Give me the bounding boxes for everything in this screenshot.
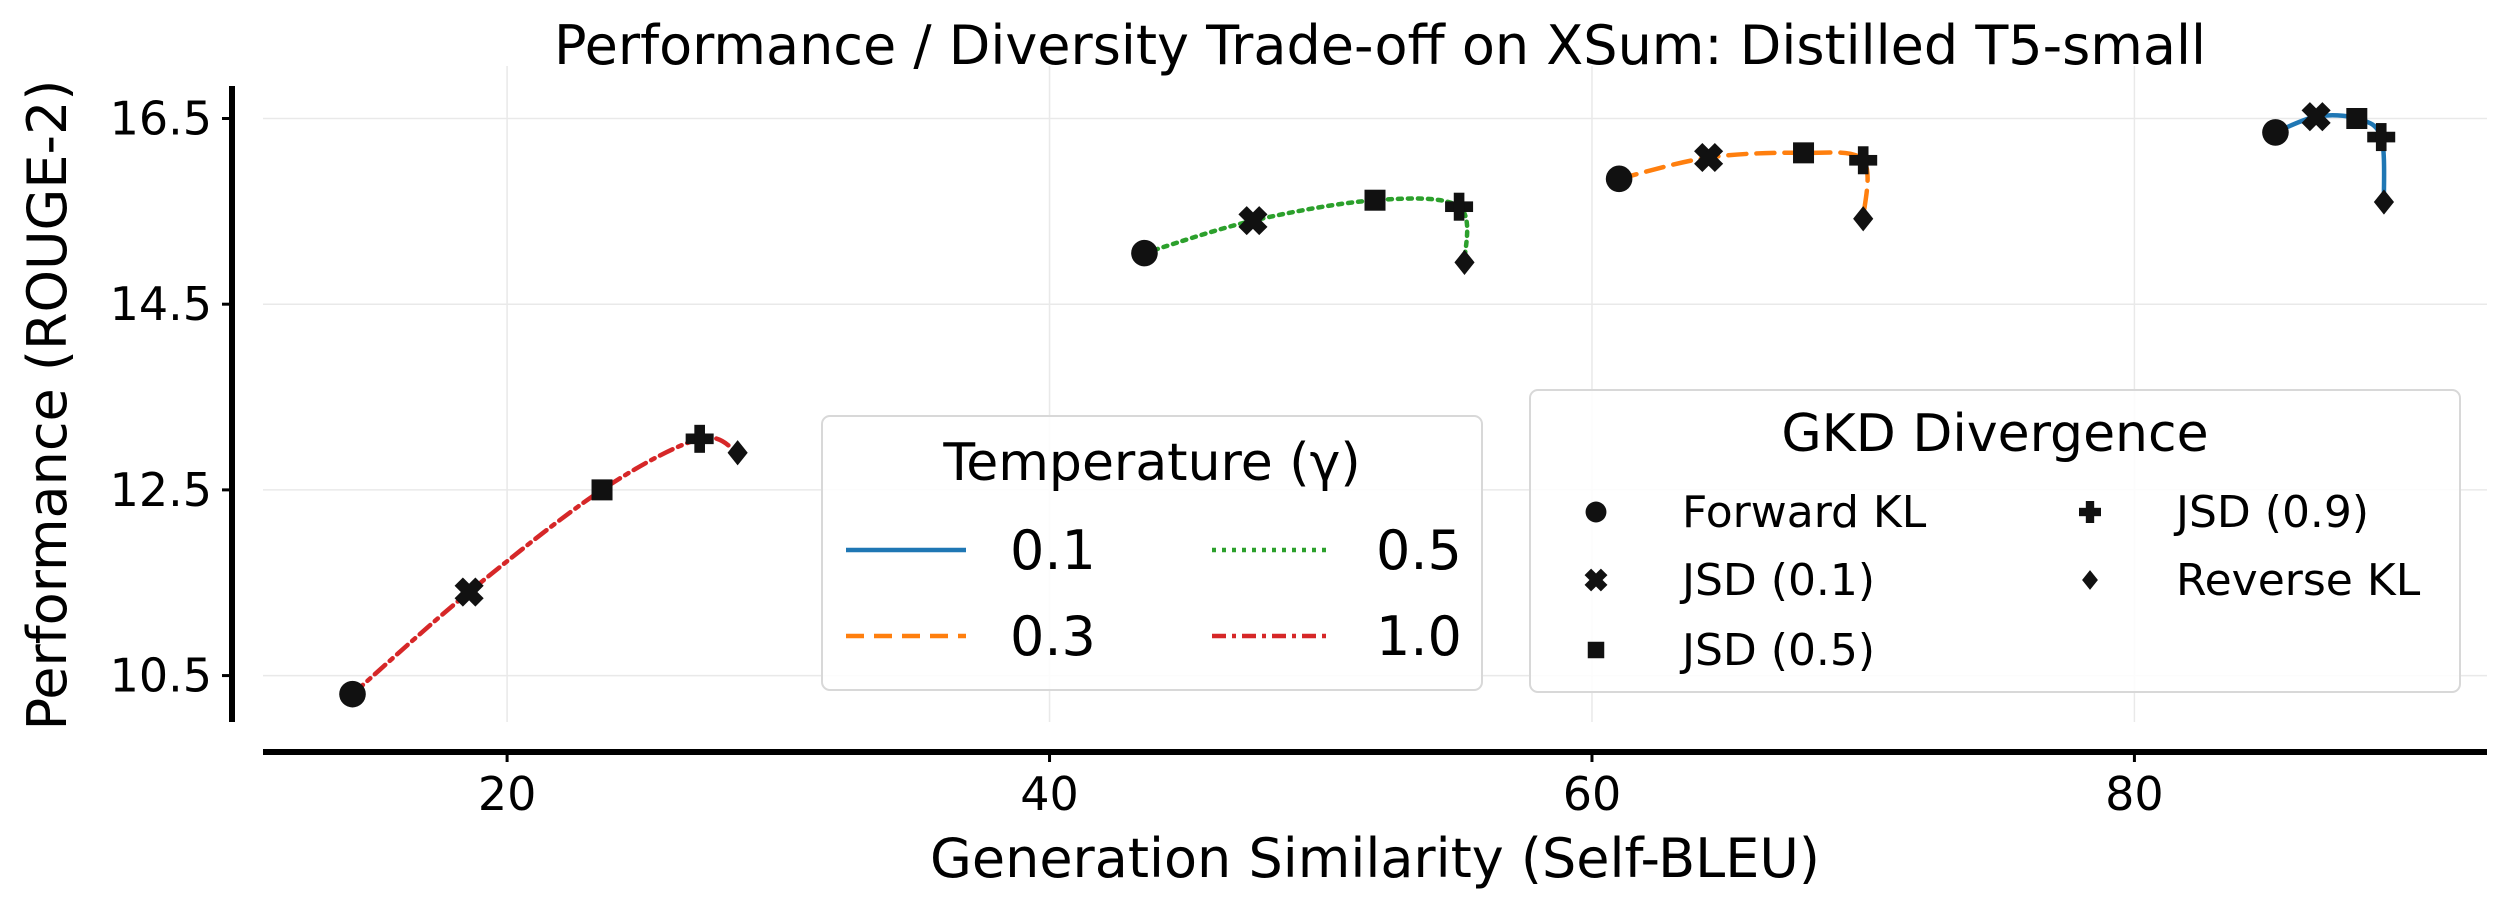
divergence-legend-marker-x (1584, 568, 1608, 592)
divergence-legend-label: JSD (0.1) (1679, 555, 1875, 606)
data-point-plus (2367, 123, 2396, 152)
data-point-circle (339, 680, 366, 708)
series-line-1-0 (350, 435, 740, 697)
x-tick-label: 20 (478, 767, 537, 821)
series-line-0-1 (2273, 113, 2387, 205)
chart-title: Performance / Diversity Trade-off on XSu… (554, 14, 2206, 77)
data-point-x (1238, 206, 1268, 236)
data-point-diamond (727, 440, 748, 466)
data-point-circle (1605, 165, 1633, 193)
temperature-legend-label: 0.3 (1010, 605, 1096, 668)
data-point-diamond (1454, 249, 1475, 276)
data-point-square (1793, 142, 1815, 164)
temperature-legend-label: 1.0 (1376, 605, 1462, 668)
temperature-legend-title: Temperature (γ) (942, 433, 1360, 493)
data-point-plus (1849, 146, 1878, 175)
divergence-legend-label: JSD (0.5) (1679, 625, 1875, 676)
divergence-legend-marker-diamond (2082, 570, 2098, 590)
temperature-legend-entries: 0.1 0.3 0.5 1.0 (846, 519, 1462, 668)
data-point-x (1694, 142, 1724, 173)
divergence-legend-label: Reverse KL (2176, 555, 2421, 606)
x-ticks: 20 40 60 80 (478, 752, 2164, 821)
divergence-legend-marker-plus (2079, 501, 2101, 523)
divergence-legend-title: GKD Divergence (1781, 404, 2208, 464)
divergence-legend: GKD Divergence Forward KL JSD (0.1) JSD (0… (1529, 389, 2461, 693)
data-point-diamond (1853, 206, 1874, 232)
divergence-legend-entries: Forward KL JSD (0.1) JSD (0.5) JSD (0.9) Rev… (1584, 487, 2421, 676)
divergence-legend-marker-circle (1585, 501, 1607, 523)
x-tick-label: 80 (2105, 767, 2164, 821)
data-point-square (1364, 189, 1386, 211)
data-point-circle (2262, 119, 2289, 146)
divergence-legend-marker-square (1587, 641, 1605, 659)
data-point-x (454, 577, 484, 607)
divergence-legend-label: Forward KL (1682, 487, 1927, 538)
y-ticks: 10.5 12.5 14.5 16.5 (110, 91, 232, 703)
data-point-square (2346, 107, 2368, 129)
y-tick-label: 16.5 (110, 91, 212, 145)
data-point-x (2301, 102, 2331, 132)
x-axis-title: Generation Similarity (Self-BLEU) (930, 827, 1820, 890)
series-line-0-3 (1616, 150, 1870, 222)
data-point-circle (1131, 239, 1158, 267)
data-point-square (591, 479, 613, 501)
x-tick-label: 60 (1563, 767, 1622, 821)
temperature-legend-label: 0.1 (1010, 519, 1096, 582)
temperature-legend: Temperature (γ) 0.1 0.3 0.5 1.0 (821, 415, 1483, 691)
y-tick-label: 10.5 (110, 649, 212, 703)
y-axis-title: Performance (ROUGE-2) (16, 80, 79, 731)
x-tick-label: 40 (1020, 767, 1079, 821)
data-point-plus (1445, 192, 1474, 221)
data-point-plus (685, 424, 714, 453)
y-tick-label: 14.5 (110, 277, 212, 331)
data-point-diamond (2373, 189, 2395, 215)
marker-layer (339, 102, 2396, 708)
y-tick-label: 12.5 (110, 463, 212, 517)
divergence-legend-label: JSD (0.9) (2173, 487, 2369, 538)
temperature-legend-label: 0.5 (1376, 519, 1462, 582)
series-line-0-5 (1142, 196, 1470, 265)
